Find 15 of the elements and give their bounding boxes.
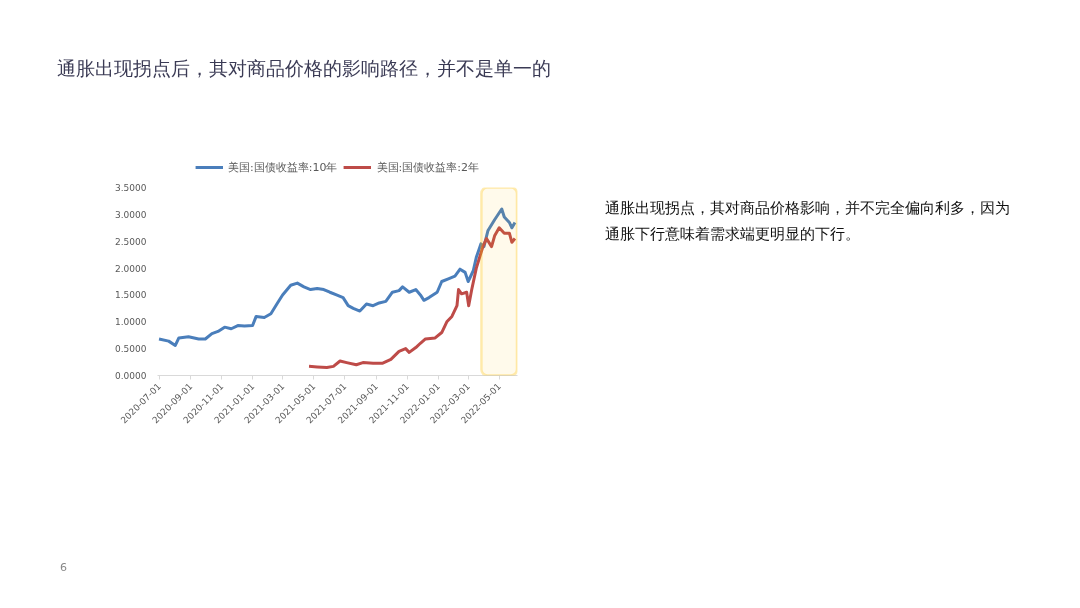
- y-tick-label: 3.0000: [115, 209, 147, 220]
- y-tick-label: 1.0000: [115, 317, 147, 328]
- y-tick-label: 0.0000: [115, 371, 147, 381]
- line-series: [307, 226, 517, 369]
- y-tick-label: 2.5000: [115, 236, 147, 247]
- line-series: [157, 207, 517, 347]
- chart-title: 通胀出现拐点后，其对商品价格的影响路径，并不是单一的: [57, 56, 551, 81]
- y-tick-label: 0.5000: [115, 344, 147, 355]
- text: 6: [60, 560, 67, 576]
- text: 通胀出现拐点，其对商品价格影响，并不完全偏向利多，因为通胀下行意味着需求端更明显的下行。: [605, 198, 1011, 246]
- y-tick-label: 2.0000: [115, 263, 147, 274]
- y-tick-label: 3.5000: [115, 183, 147, 193]
- y-tick-label: 1.5000: [115, 290, 147, 301]
- legend-label: 美国:国债收益率:2年: [376, 159, 479, 175]
- legend-label: 美国:国债收益率:10年: [228, 159, 338, 175]
